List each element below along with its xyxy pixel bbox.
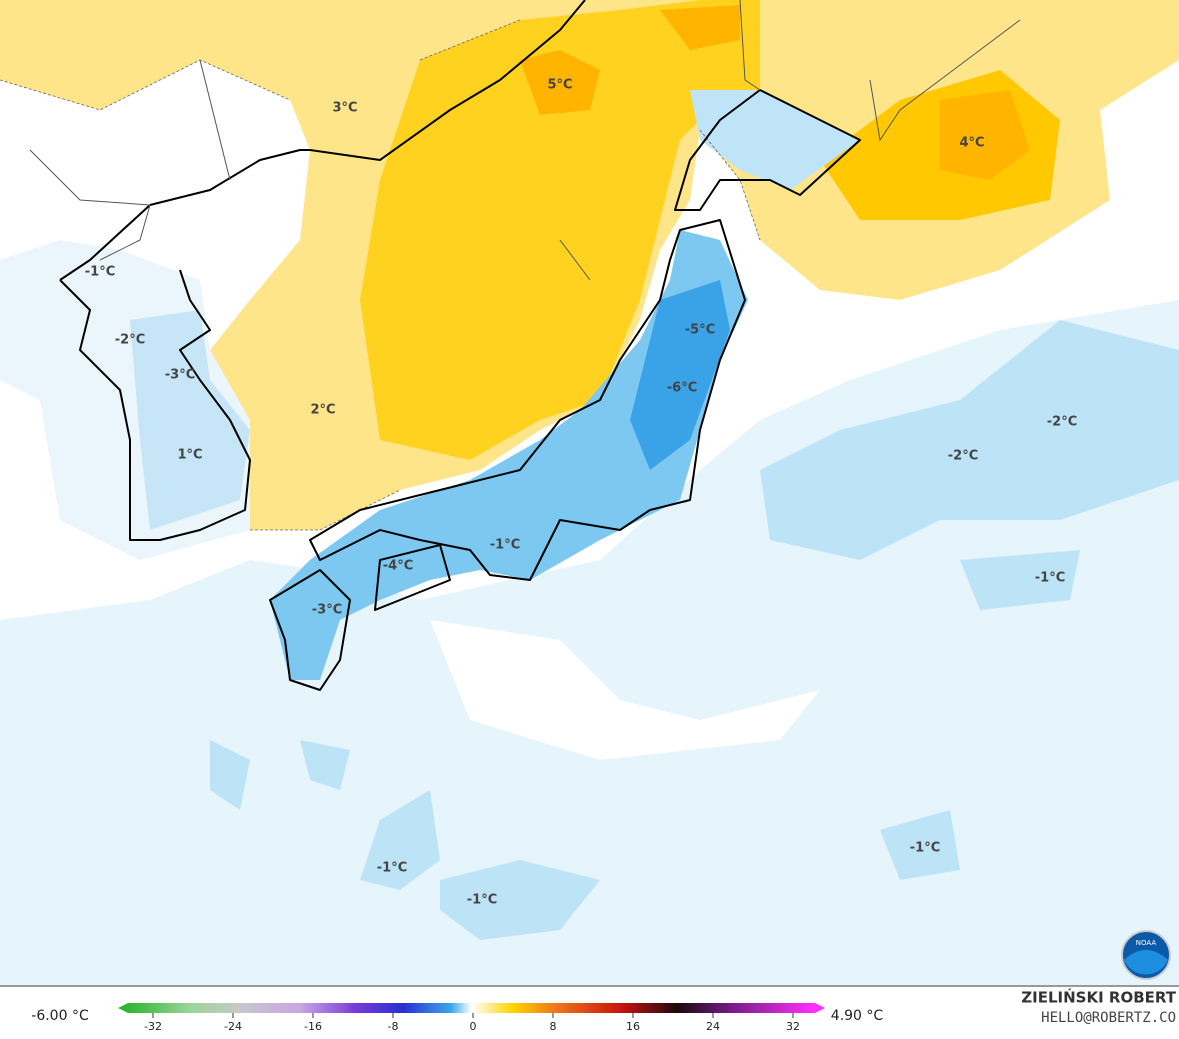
contour-label: -3°C — [165, 368, 195, 383]
warm-core — [360, 0, 760, 460]
coastline — [59, 0, 586, 541]
contour-label: -3°C — [312, 603, 342, 618]
contour-label: 2°C — [310, 403, 335, 418]
contour-label: -1°C — [467, 893, 497, 908]
colorbar-scale — [128, 1003, 815, 1013]
colorbar-tick-label: -16 — [304, 1020, 322, 1033]
contour-label: 1°C — [177, 448, 202, 463]
author: ZIELIŃSKI ROBERT — [1021, 988, 1176, 1007]
colorbar-extend — [118, 1003, 128, 1013]
colorbar-tick-label: -32 — [144, 1020, 162, 1033]
contour-label: -5°C — [685, 323, 715, 338]
coastline — [309, 219, 746, 581]
contour-label: -2°C — [1047, 415, 1077, 430]
contour-label: -4°C — [383, 559, 413, 574]
coastline — [674, 89, 861, 211]
contour-label: -1°C — [85, 265, 115, 280]
contour-label: 4°C — [959, 136, 984, 151]
contour-label: -1°C — [1035, 571, 1065, 586]
contour-label: -6°C — [667, 381, 697, 396]
contour-label: -2°C — [115, 333, 145, 348]
colorbar-tick-label: 24 — [706, 1020, 720, 1033]
colorbar-tick-label: 0 — [470, 1020, 477, 1033]
colorbar: -6.00 °C 4.90 °C -32 -24 -16 -8 0 8 16 24 32 — [31, 1003, 883, 1033]
colorbar-extend — [815, 1003, 825, 1013]
noaa-logo-wave — [1124, 950, 1168, 975]
contour-label: 5°C — [547, 78, 572, 93]
contour-label: 3°C — [332, 101, 357, 116]
logo-text: NOAA — [1136, 939, 1157, 947]
email: HELLO@ROBERTZ.CO — [1041, 1010, 1176, 1026]
korea-land — [130, 310, 250, 530]
colorbar-max: 4.90 °C — [831, 1008, 884, 1024]
hokkaido-land — [690, 90, 860, 190]
border-line — [29, 0, 1021, 281]
colorbar-tick-label: 16 — [626, 1020, 640, 1033]
cold-core — [630, 280, 730, 470]
honshu-land — [270, 230, 748, 680]
contour-label: -1°C — [910, 841, 940, 856]
colorbar-tick-label: 8 — [550, 1020, 557, 1033]
cool-patch — [210, 550, 1080, 940]
contour-line — [0, 19, 761, 531]
coastline — [269, 544, 451, 691]
cool-patch — [760, 320, 1179, 560]
colorbar-tick-label: 32 — [786, 1020, 800, 1033]
contour-label: -1°C — [490, 538, 520, 553]
neutral-patch — [430, 620, 820, 760]
warm-peak — [520, 5, 1030, 180]
contour-label: -2°C — [948, 449, 978, 464]
contour-label: -1°C — [377, 861, 407, 876]
colorbar-tick-label: -24 — [224, 1020, 242, 1033]
colorbar-min: -6.00 °C — [31, 1008, 89, 1024]
colorbar-tick-label: -8 — [388, 1020, 399, 1033]
map-area: 3°C 5°C 4°C -1°C -2°C -3°C 2°C 1°C -5°C … — [0, 0, 1179, 985]
